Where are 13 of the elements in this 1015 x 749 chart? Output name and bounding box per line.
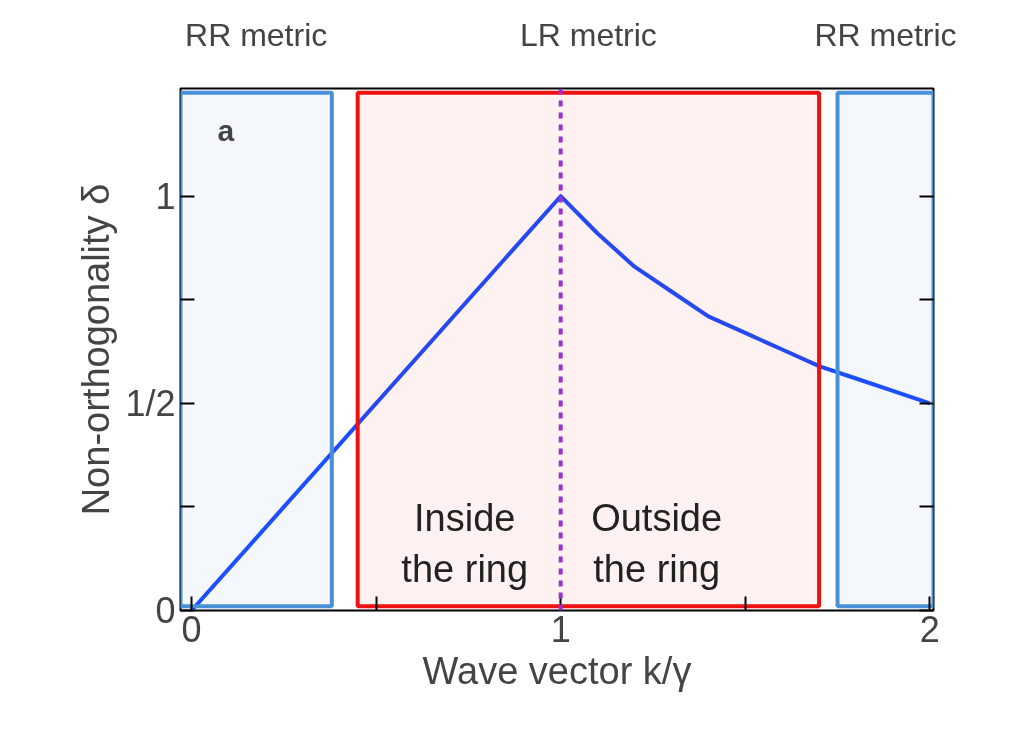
band-label: RR metric xyxy=(185,16,328,53)
x-tick-label: 1 xyxy=(550,608,571,650)
band-label: RR metric xyxy=(814,16,957,53)
annotation: a xyxy=(217,113,235,147)
band-label: LR metric xyxy=(519,16,657,53)
annotation: Inside the ring xyxy=(401,497,529,590)
y-tick-label: 1 xyxy=(155,175,176,217)
x-axis-title: Wave vector k/γ xyxy=(422,649,692,692)
x-tick-label: 0 xyxy=(181,608,202,650)
y-tick-label: 1/2 xyxy=(125,382,176,424)
annotation: Outside the ring xyxy=(591,497,723,590)
y-axis-title: Non-orthogonality δ xyxy=(75,183,118,516)
x-tick-label: 2 xyxy=(919,608,940,650)
